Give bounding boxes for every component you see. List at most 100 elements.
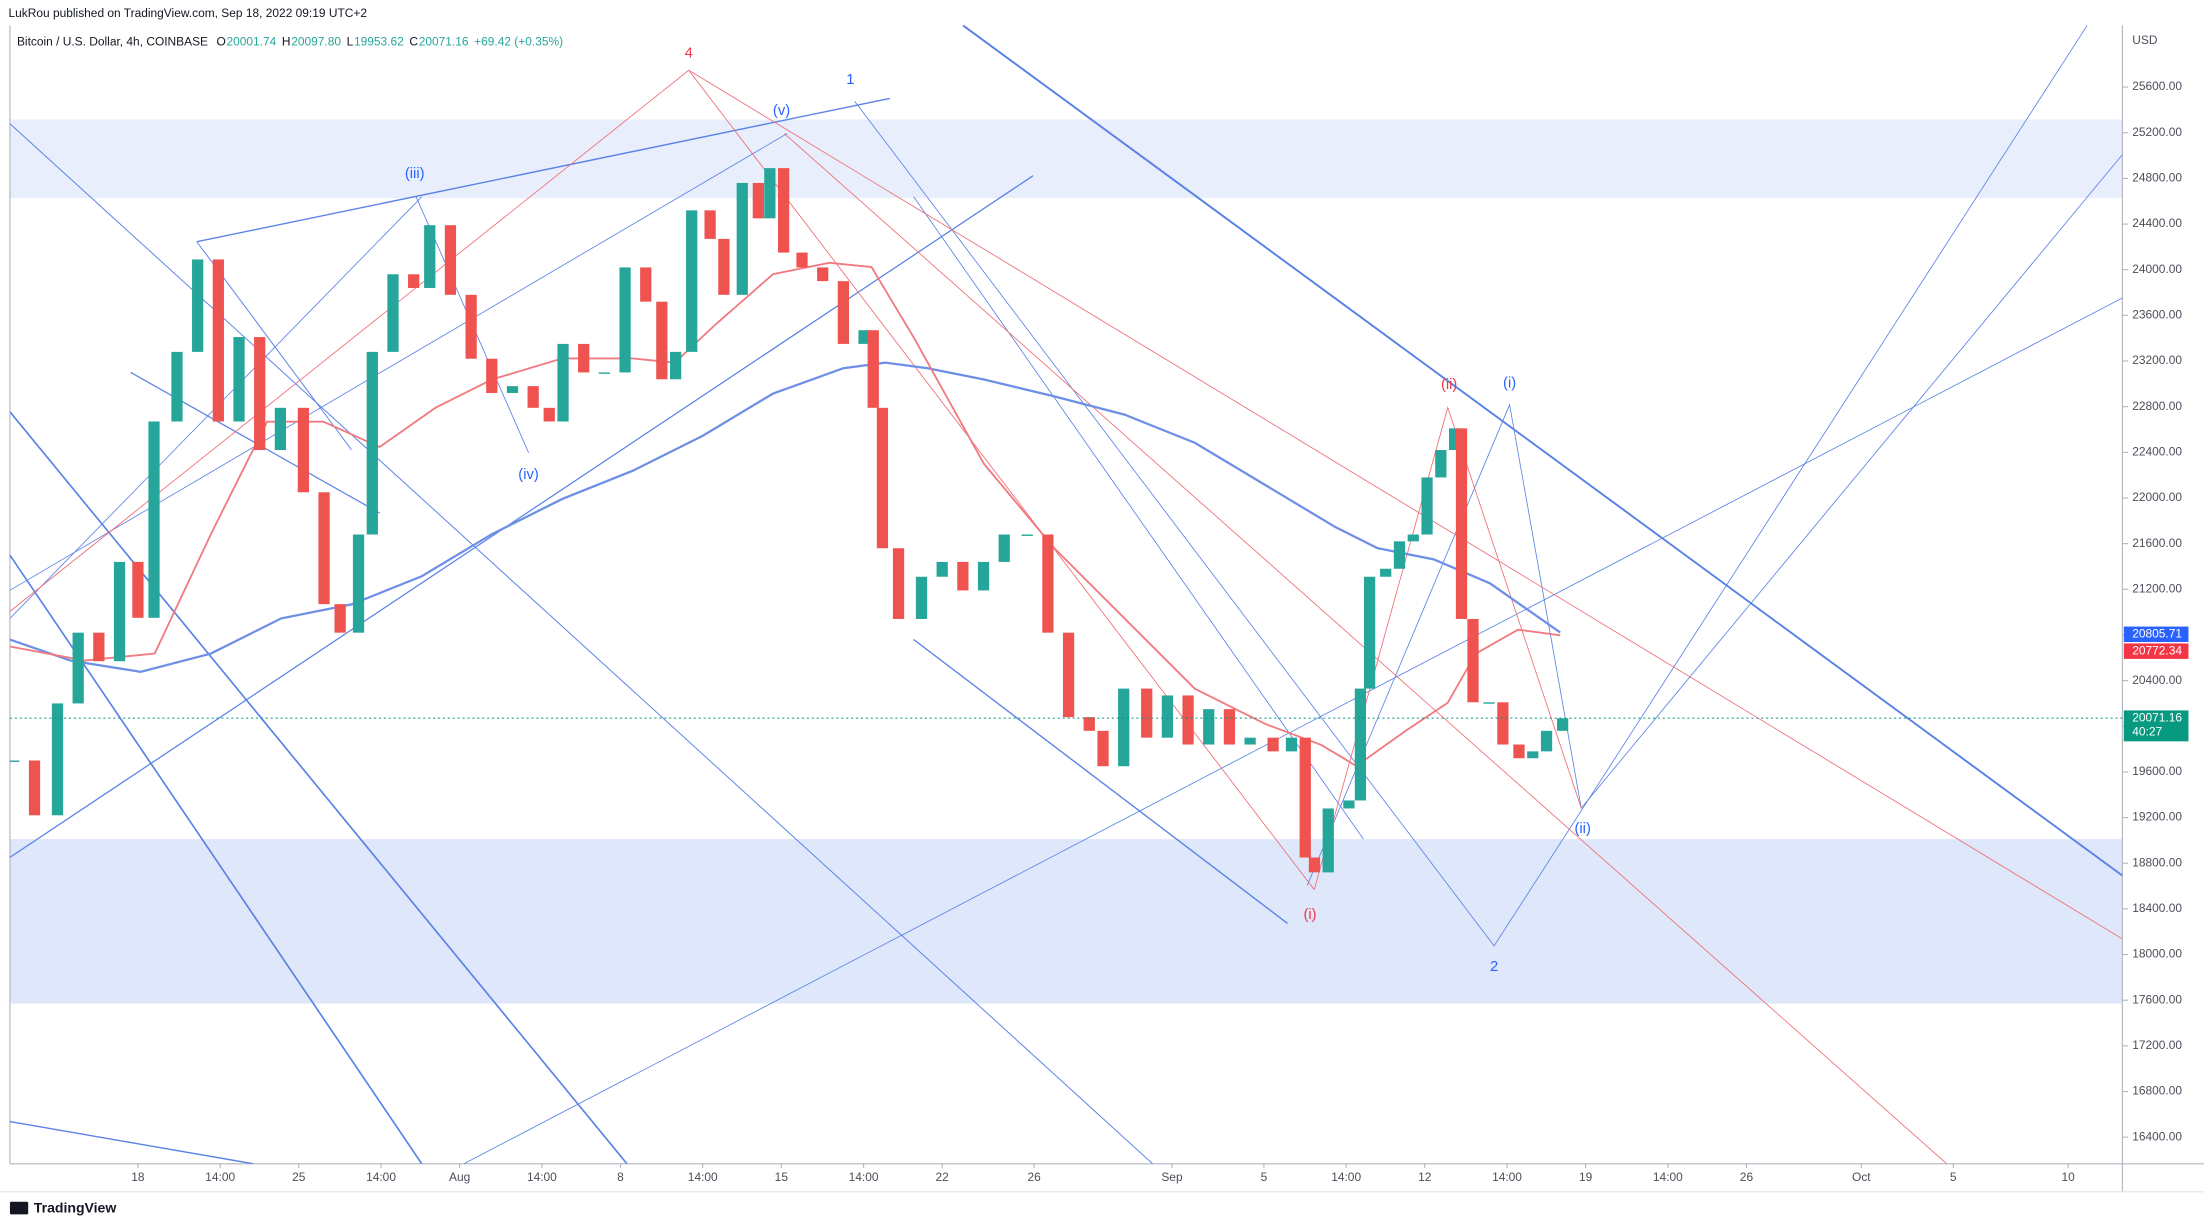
candle [254,337,266,451]
x-tick-label: 14:00 [1331,1170,1361,1184]
y-unit: USD [2132,33,2158,47]
candle [334,604,346,633]
ohlc-item: 20071.16 [419,34,469,48]
drawings [9,25,2123,1164]
x-tick-label: 14:00 [1653,1170,1683,1184]
ohlc-item: 20097.80 [291,34,341,48]
candle [1527,751,1539,759]
y-tick-label: 21200.00 [2132,581,2182,595]
candle [148,421,160,618]
candle [1062,632,1075,718]
candle [1513,744,1525,759]
x-tick-label: 14:00 [849,1170,879,1184]
candle [1435,450,1447,478]
candle [1285,737,1298,752]
candle [1455,428,1468,619]
trendline [9,411,628,1164]
candle [1557,718,1569,731]
y-tick-label: 23600.00 [2132,308,2182,322]
wave-labels: 4 1 (v) (iii) (iv) (ii) (i) (i) 2 (ii) [405,45,1591,975]
candle [274,407,287,451]
candle [424,225,436,288]
wave-label: 4 [685,45,693,61]
y-tick-label: 25600.00 [2132,79,2182,93]
candle [408,274,420,288]
candle [1448,428,1461,451]
candle [1161,695,1174,738]
candle [619,267,631,373]
candle [1267,737,1279,752]
candle [1203,709,1215,745]
y-tick-label: 22000.00 [2132,490,2182,504]
y-tick-label: 18000.00 [2132,947,2182,961]
candle [957,561,969,591]
wave-label: (v) [773,103,790,119]
candle [867,330,879,408]
price-tag-label: 20772.34 [2132,643,2182,657]
y-tick-label: 18800.00 [2132,855,2182,869]
candle [1407,534,1419,542]
wave-label: (i) [1503,376,1516,392]
candle [936,561,948,577]
candle [444,225,457,295]
x-tick-label: 22 [936,1170,950,1184]
candle [233,337,245,422]
ohlc-item: 19953.62 [354,34,404,48]
trendline [463,297,2123,1164]
wave-label: 2 [1490,959,1498,975]
candle [1223,709,1236,745]
candle [1343,800,1355,809]
candle [578,343,590,373]
candle [1097,730,1109,767]
trendline [913,638,1288,924]
candle [892,548,905,619]
moving-average [9,361,1561,673]
x-tick-label: 25 [292,1170,306,1184]
x-tick-label: 26 [1740,1170,1754,1184]
y-tick-label: 19200.00 [2132,810,2182,824]
candle [506,386,519,393]
y-tick-label: 22400.00 [2132,444,2182,458]
x-tick-label: 19 [1579,1170,1593,1184]
candle [764,168,776,219]
candle [93,632,105,662]
candle [1363,576,1376,689]
ohlc-item: H [282,34,291,48]
trendline [9,1120,254,1164]
x-tick-label: 8 [617,1170,624,1184]
wave-label: (i) [1303,907,1316,923]
candle [366,351,378,535]
candle [1182,695,1194,745]
trendline [688,69,2123,940]
logo [9,1201,29,1215]
candle [598,372,611,374]
price-tag-label: 20071.16 [2132,710,2182,724]
y-tick-label: 20400.00 [2132,673,2182,687]
candle [778,168,790,253]
candle [752,182,764,219]
candle [1540,730,1553,752]
candle [527,386,539,408]
y-tick-label: 24800.00 [2132,171,2182,185]
y-tick-label: 22800.00 [2132,399,2182,413]
trendline [9,133,788,591]
x-tick-label: Aug [449,1170,470,1184]
ohlc-item: 20001.74 [226,34,276,48]
ohlc-legend: O 20001.74 H 20097.80 L 19953.62 C 20071.16 +69.… [216,34,563,48]
candle [796,252,808,268]
price-tag [2123,710,2189,742]
x-tick-label: Sep [1161,1170,1183,1184]
candles [9,168,1569,873]
x-tick-label: 14:00 [205,1170,235,1184]
wave-label: (iv) [518,467,538,483]
candle [1393,541,1406,569]
y-tick-label: 16400.00 [2132,1129,2182,1143]
candle [1021,534,1033,536]
brand: TradingView [34,1199,117,1215]
y-tick-label: 24400.00 [2132,216,2182,230]
wave-label: (iii) [405,166,425,182]
candle [465,294,477,359]
x-tick-label: 14:00 [527,1170,557,1184]
